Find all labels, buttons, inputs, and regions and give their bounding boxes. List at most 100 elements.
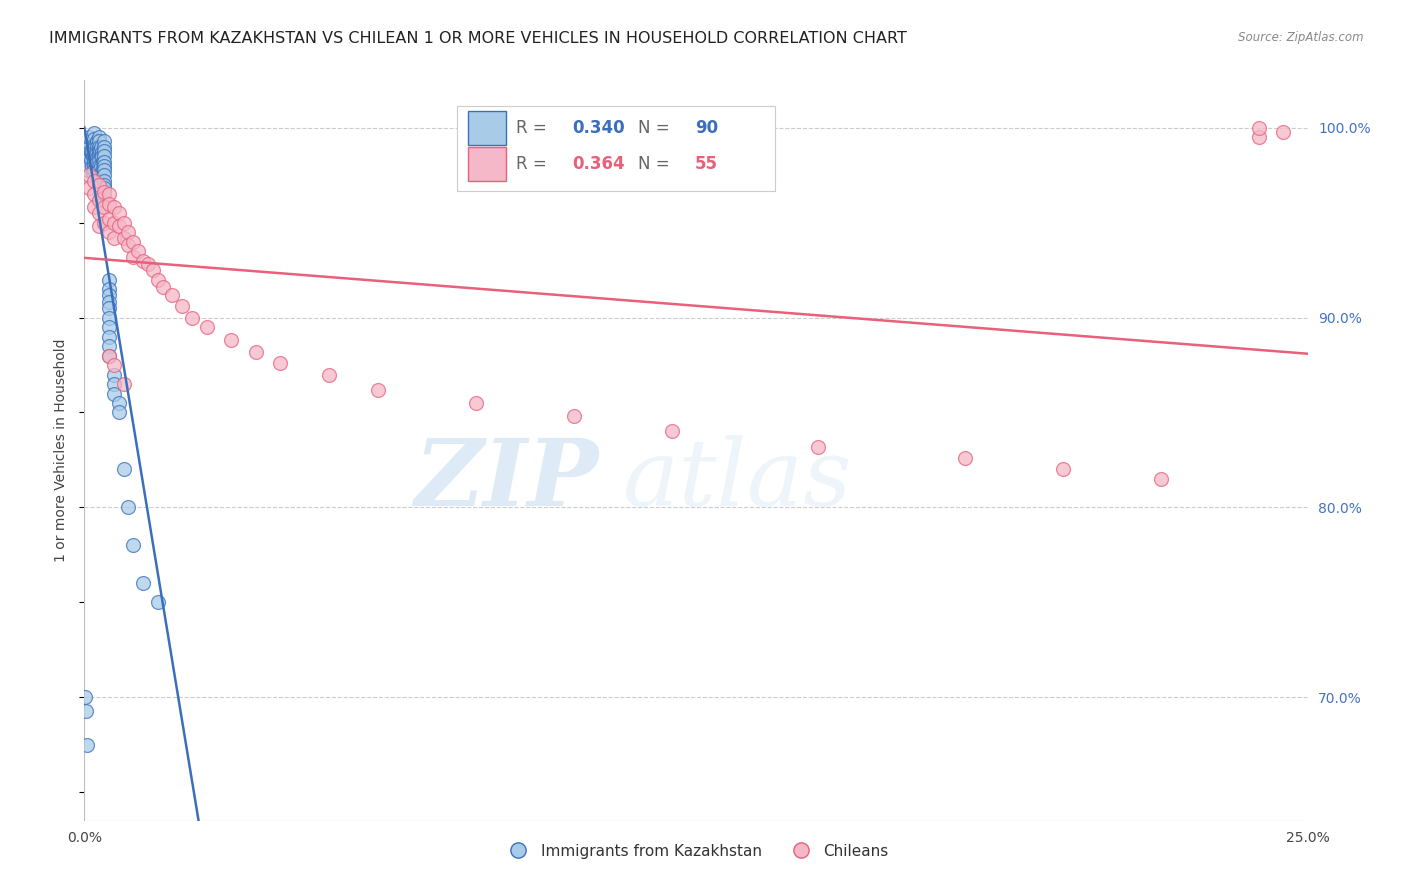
Point bbox=[562, 409, 585, 424]
Text: IMMIGRANTS FROM KAZAKHSTAN VS CHILEAN 1 OR MORE VEHICLES IN HOUSEHOLD CORRELATIO: IMMIGRANTS FROM KAZAKHSTAN VS CHILEAN 1 … bbox=[49, 31, 907, 46]
Point bbox=[77, 153, 100, 167]
Point bbox=[93, 139, 115, 153]
Point bbox=[103, 201, 125, 215]
Point bbox=[86, 162, 108, 177]
Point bbox=[83, 145, 105, 160]
Point bbox=[122, 235, 145, 249]
Point bbox=[367, 383, 389, 397]
Point bbox=[93, 216, 115, 230]
Point bbox=[84, 147, 107, 161]
Point bbox=[97, 329, 120, 343]
Point bbox=[93, 162, 115, 177]
Point bbox=[103, 377, 125, 392]
Point bbox=[103, 358, 125, 372]
Point bbox=[107, 219, 129, 234]
Point bbox=[136, 257, 159, 271]
Point bbox=[86, 155, 108, 169]
Point bbox=[93, 161, 115, 175]
Point bbox=[97, 295, 120, 310]
Point bbox=[162, 287, 184, 301]
Point bbox=[112, 216, 135, 230]
Point bbox=[142, 263, 165, 277]
Point bbox=[107, 405, 129, 419]
Text: atlas: atlas bbox=[623, 435, 852, 525]
Point bbox=[1052, 462, 1074, 476]
Text: ZIP: ZIP bbox=[413, 435, 598, 525]
Point bbox=[83, 142, 105, 156]
Point bbox=[86, 134, 108, 148]
Point bbox=[219, 334, 242, 348]
Point bbox=[93, 178, 115, 192]
Point bbox=[93, 168, 115, 182]
Point bbox=[82, 166, 104, 180]
Point bbox=[75, 149, 97, 163]
Point bbox=[79, 144, 101, 158]
Point bbox=[103, 386, 125, 401]
Point bbox=[112, 377, 135, 392]
Point bbox=[146, 595, 169, 609]
Point bbox=[661, 425, 683, 439]
Point bbox=[91, 155, 114, 169]
Point bbox=[76, 145, 98, 160]
Point bbox=[82, 149, 104, 163]
Point bbox=[82, 145, 104, 160]
Point bbox=[122, 538, 145, 552]
Point bbox=[76, 162, 98, 177]
Text: 0.364: 0.364 bbox=[572, 155, 626, 173]
Point bbox=[87, 168, 110, 182]
Point bbox=[87, 178, 110, 192]
Point bbox=[77, 130, 100, 145]
Text: R =: R = bbox=[516, 120, 553, 137]
Point bbox=[80, 147, 103, 161]
Point bbox=[83, 149, 105, 163]
Point bbox=[80, 153, 103, 167]
Point bbox=[84, 153, 107, 167]
Point bbox=[83, 174, 105, 188]
Text: 90: 90 bbox=[695, 120, 718, 137]
Point bbox=[152, 280, 174, 294]
Point bbox=[146, 272, 169, 286]
FancyBboxPatch shape bbox=[457, 106, 776, 191]
Point bbox=[112, 462, 135, 476]
Point bbox=[107, 396, 129, 410]
Point bbox=[91, 149, 114, 163]
Point bbox=[93, 174, 115, 188]
Point bbox=[75, 139, 97, 153]
Text: Source: ZipAtlas.com: Source: ZipAtlas.com bbox=[1239, 31, 1364, 45]
Point bbox=[83, 162, 105, 177]
Point bbox=[172, 299, 194, 313]
Point bbox=[87, 149, 110, 163]
Point bbox=[93, 144, 115, 158]
Point bbox=[77, 168, 100, 182]
Point bbox=[93, 187, 115, 202]
Point bbox=[86, 145, 108, 160]
Point bbox=[97, 349, 120, 363]
Point bbox=[97, 272, 120, 286]
Point bbox=[117, 500, 139, 515]
Point bbox=[80, 159, 103, 173]
Y-axis label: 1 or more Vehicles in Household: 1 or more Vehicles in Household bbox=[55, 339, 69, 562]
Point bbox=[1247, 130, 1270, 145]
Point bbox=[86, 151, 108, 165]
Point bbox=[97, 310, 120, 325]
Point bbox=[97, 225, 120, 239]
Point bbox=[122, 250, 145, 264]
Point bbox=[195, 320, 218, 334]
Point bbox=[1150, 472, 1173, 486]
Point bbox=[87, 153, 110, 167]
Point bbox=[76, 738, 98, 752]
Point bbox=[1272, 124, 1295, 138]
Point bbox=[87, 193, 110, 207]
Point bbox=[93, 159, 115, 173]
Text: N =: N = bbox=[638, 155, 675, 173]
Point bbox=[90, 159, 112, 173]
Point bbox=[132, 253, 155, 268]
Point bbox=[953, 451, 976, 466]
Point bbox=[87, 206, 110, 220]
Point bbox=[464, 396, 486, 410]
Point bbox=[1247, 120, 1270, 135]
Point bbox=[103, 216, 125, 230]
Point bbox=[87, 168, 110, 182]
Point bbox=[112, 231, 135, 245]
Point bbox=[117, 225, 139, 239]
